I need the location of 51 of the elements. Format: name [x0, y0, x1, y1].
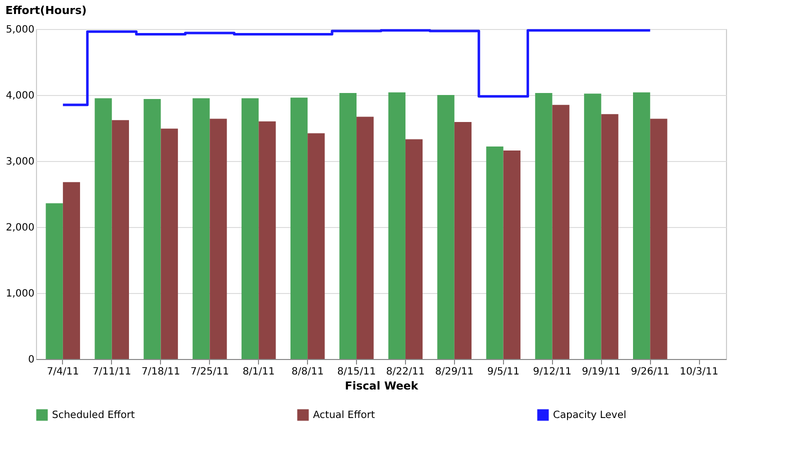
x-tick-label: 7/18/11: [142, 366, 180, 378]
bar: [46, 203, 63, 359]
bar: [454, 122, 472, 359]
bar: [486, 146, 504, 359]
legend-label: Scheduled Effort: [52, 410, 135, 421]
bar: [650, 118, 668, 359]
legend-label: Actual Effort: [313, 410, 375, 421]
bar: [160, 128, 178, 359]
bar: [552, 104, 570, 359]
x-tick-label: 9/5/11: [487, 366, 520, 378]
bar: [388, 92, 406, 359]
x-tick-label: 8/29/11: [435, 366, 474, 378]
y-tick-label: 1,000: [6, 288, 34, 300]
y-tick-label: 5,000: [6, 24, 34, 36]
bar: [94, 98, 112, 359]
bar: [192, 98, 210, 359]
x-tick-label: 9/26/11: [630, 366, 670, 378]
x-tick-label: 7/25/11: [190, 366, 230, 378]
x-tick-label: 7/4/11: [46, 366, 80, 378]
bar: [437, 95, 454, 359]
x-tick-label: 7/11/11: [92, 366, 132, 378]
bar: [290, 98, 308, 359]
bar: [405, 139, 423, 359]
bar: [601, 114, 618, 359]
bar: [242, 98, 259, 359]
x-tick-label: 9/19/11: [582, 366, 620, 378]
bar: [503, 150, 520, 359]
y-tick-label: 4,000: [6, 90, 34, 102]
x-tick-label: 8/1/11: [242, 366, 275, 378]
bar: [633, 92, 650, 359]
y-tick-label: 0: [28, 354, 34, 366]
x-axis-title: Fiscal Week: [344, 380, 419, 392]
bar: [258, 121, 276, 359]
x-tick-label: 10/3/11: [680, 366, 718, 378]
bar: [535, 93, 552, 359]
bar: [62, 182, 80, 359]
y-tick-label: 2,000: [6, 222, 34, 234]
bar: [210, 118, 227, 359]
bar: [356, 116, 374, 359]
bar: [339, 93, 357, 359]
x-tick-label: 8/22/11: [386, 366, 425, 378]
bar: [584, 94, 602, 359]
y-axis-title: Effort(Hours): [5, 4, 87, 17]
x-tick-label: 8/15/11: [337, 366, 376, 378]
x-tick-label: 8/8/11: [292, 366, 324, 378]
legend-label: Capacity Level: [553, 410, 626, 421]
bar: [112, 120, 129, 359]
bar: [308, 133, 325, 359]
x-tick-label: 9/12/11: [532, 366, 572, 378]
y-tick-label: 3,000: [6, 156, 34, 168]
bar: [144, 98, 161, 359]
